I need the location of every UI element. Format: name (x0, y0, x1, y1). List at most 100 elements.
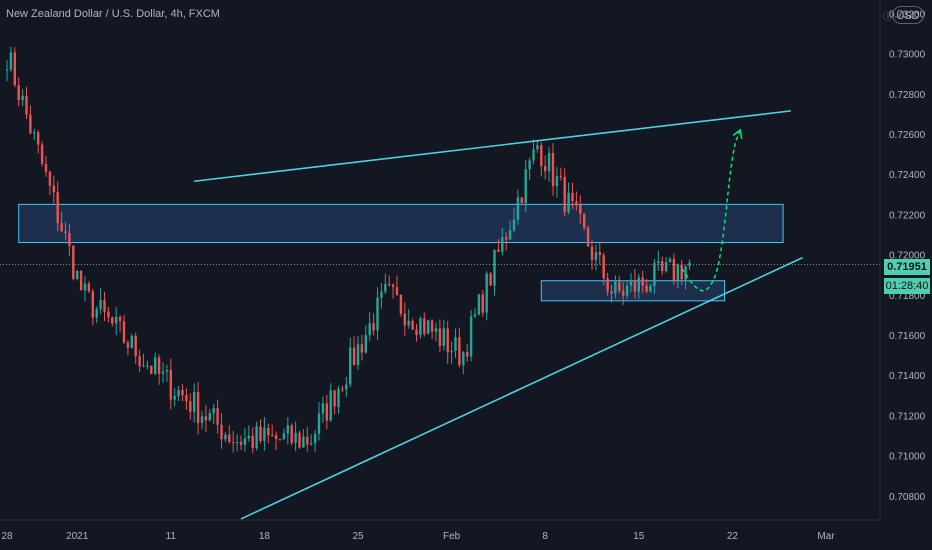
candle-body (48, 171, 52, 186)
candle-body (44, 163, 48, 172)
candle-body (255, 426, 258, 449)
candle-body (306, 436, 309, 445)
candle-body (508, 230, 512, 240)
candle-body (473, 314, 477, 317)
candle-body (583, 213, 586, 228)
projection-path (681, 129, 741, 292)
candle-body (87, 283, 91, 292)
candle-body (661, 261, 664, 272)
candle-body (150, 365, 153, 374)
candle-body (134, 335, 137, 357)
candle-body (267, 427, 270, 436)
candle-body (540, 145, 543, 166)
x-tick-label: 22 (727, 531, 739, 542)
candle-body (21, 95, 24, 101)
x-tick-label: 2021 (66, 531, 89, 542)
candle-body (598, 252, 601, 255)
candle-body (13, 52, 16, 86)
candle-body (590, 246, 594, 260)
candle-body (33, 132, 36, 134)
y-tick-label: 0.70800 (889, 492, 926, 503)
candle-body (111, 317, 114, 324)
x-tick-label: 15 (633, 531, 645, 542)
candle-body (60, 223, 63, 232)
candle-body (551, 152, 555, 187)
candle-body (68, 232, 71, 246)
candle-body (5, 69, 9, 71)
y-tick-label: 0.72400 (889, 170, 926, 181)
candle-body (317, 413, 321, 434)
candle-body (555, 175, 559, 187)
candle-body (118, 316, 122, 322)
candle-body (586, 227, 590, 247)
y-tick-label: 0.73000 (889, 50, 926, 61)
currency-button[interactable]: ⓘ USD (883, 6, 924, 24)
x-tick-label: 8 (542, 531, 548, 542)
candle-body (407, 320, 410, 326)
candle-body (107, 311, 110, 318)
candle-body (423, 318, 426, 334)
candle-body (349, 347, 352, 385)
candle-body (547, 152, 551, 172)
candle-body (368, 323, 371, 336)
candle-body (493, 249, 496, 286)
candle-body (243, 438, 247, 445)
candle-body (575, 201, 578, 205)
candle-body (497, 249, 500, 252)
candle-body (310, 443, 313, 445)
candle-body (83, 283, 87, 291)
candle-body (524, 169, 527, 204)
projection-arrowhead (732, 128, 743, 139)
candle-body (637, 277, 640, 292)
candle-body (212, 408, 215, 414)
candle-body (220, 424, 223, 440)
candle-body (196, 392, 200, 423)
candle-body (466, 351, 469, 357)
candle-body (676, 264, 679, 281)
support-zone (540, 280, 726, 302)
candle-body (200, 416, 204, 423)
candle-body (360, 344, 364, 353)
candle-body (189, 401, 192, 412)
candle-body (520, 197, 523, 204)
candle-body (364, 335, 367, 353)
candle-body (614, 281, 617, 294)
candle-body (672, 258, 676, 281)
candle-body (430, 320, 434, 332)
candle-body (356, 344, 360, 366)
candle-body (341, 388, 344, 390)
candle-body (286, 425, 289, 434)
candle-body (399, 295, 403, 314)
y-tick-label: 0.71800 (889, 291, 926, 302)
candle-body (228, 434, 231, 443)
candle-body (177, 390, 180, 397)
candle-body (165, 370, 169, 372)
candle-body (372, 323, 375, 331)
info-icon[interactable]: ⓘ (883, 12, 893, 23)
candle-body (567, 192, 570, 213)
candle-body (438, 328, 442, 346)
chart-title: New Zealand Dollar / U.S. Dollar, 4h, FX… (6, 8, 220, 20)
candle-body (37, 132, 40, 145)
x-tick-label: Mar (817, 531, 835, 542)
candle-body (680, 264, 683, 280)
candle-body (629, 280, 633, 286)
candle-body (668, 258, 672, 262)
y-tick-label: 0.71000 (889, 452, 926, 463)
candle-body (193, 392, 196, 412)
y-tick-label: 0.72000 (889, 251, 926, 262)
candle-body (516, 197, 520, 220)
y-tick-label: 0.72200 (889, 210, 926, 221)
candle-body (274, 435, 278, 439)
resistance-zone (18, 203, 784, 244)
y-tick-label: 0.72600 (889, 130, 926, 141)
candle-body (282, 433, 286, 440)
y-tick-label: 0.71600 (889, 331, 926, 342)
candle-body (103, 300, 106, 312)
candle-body (380, 291, 383, 298)
candle-body (649, 286, 652, 292)
candle-body (610, 291, 613, 294)
candle-body (653, 262, 656, 287)
